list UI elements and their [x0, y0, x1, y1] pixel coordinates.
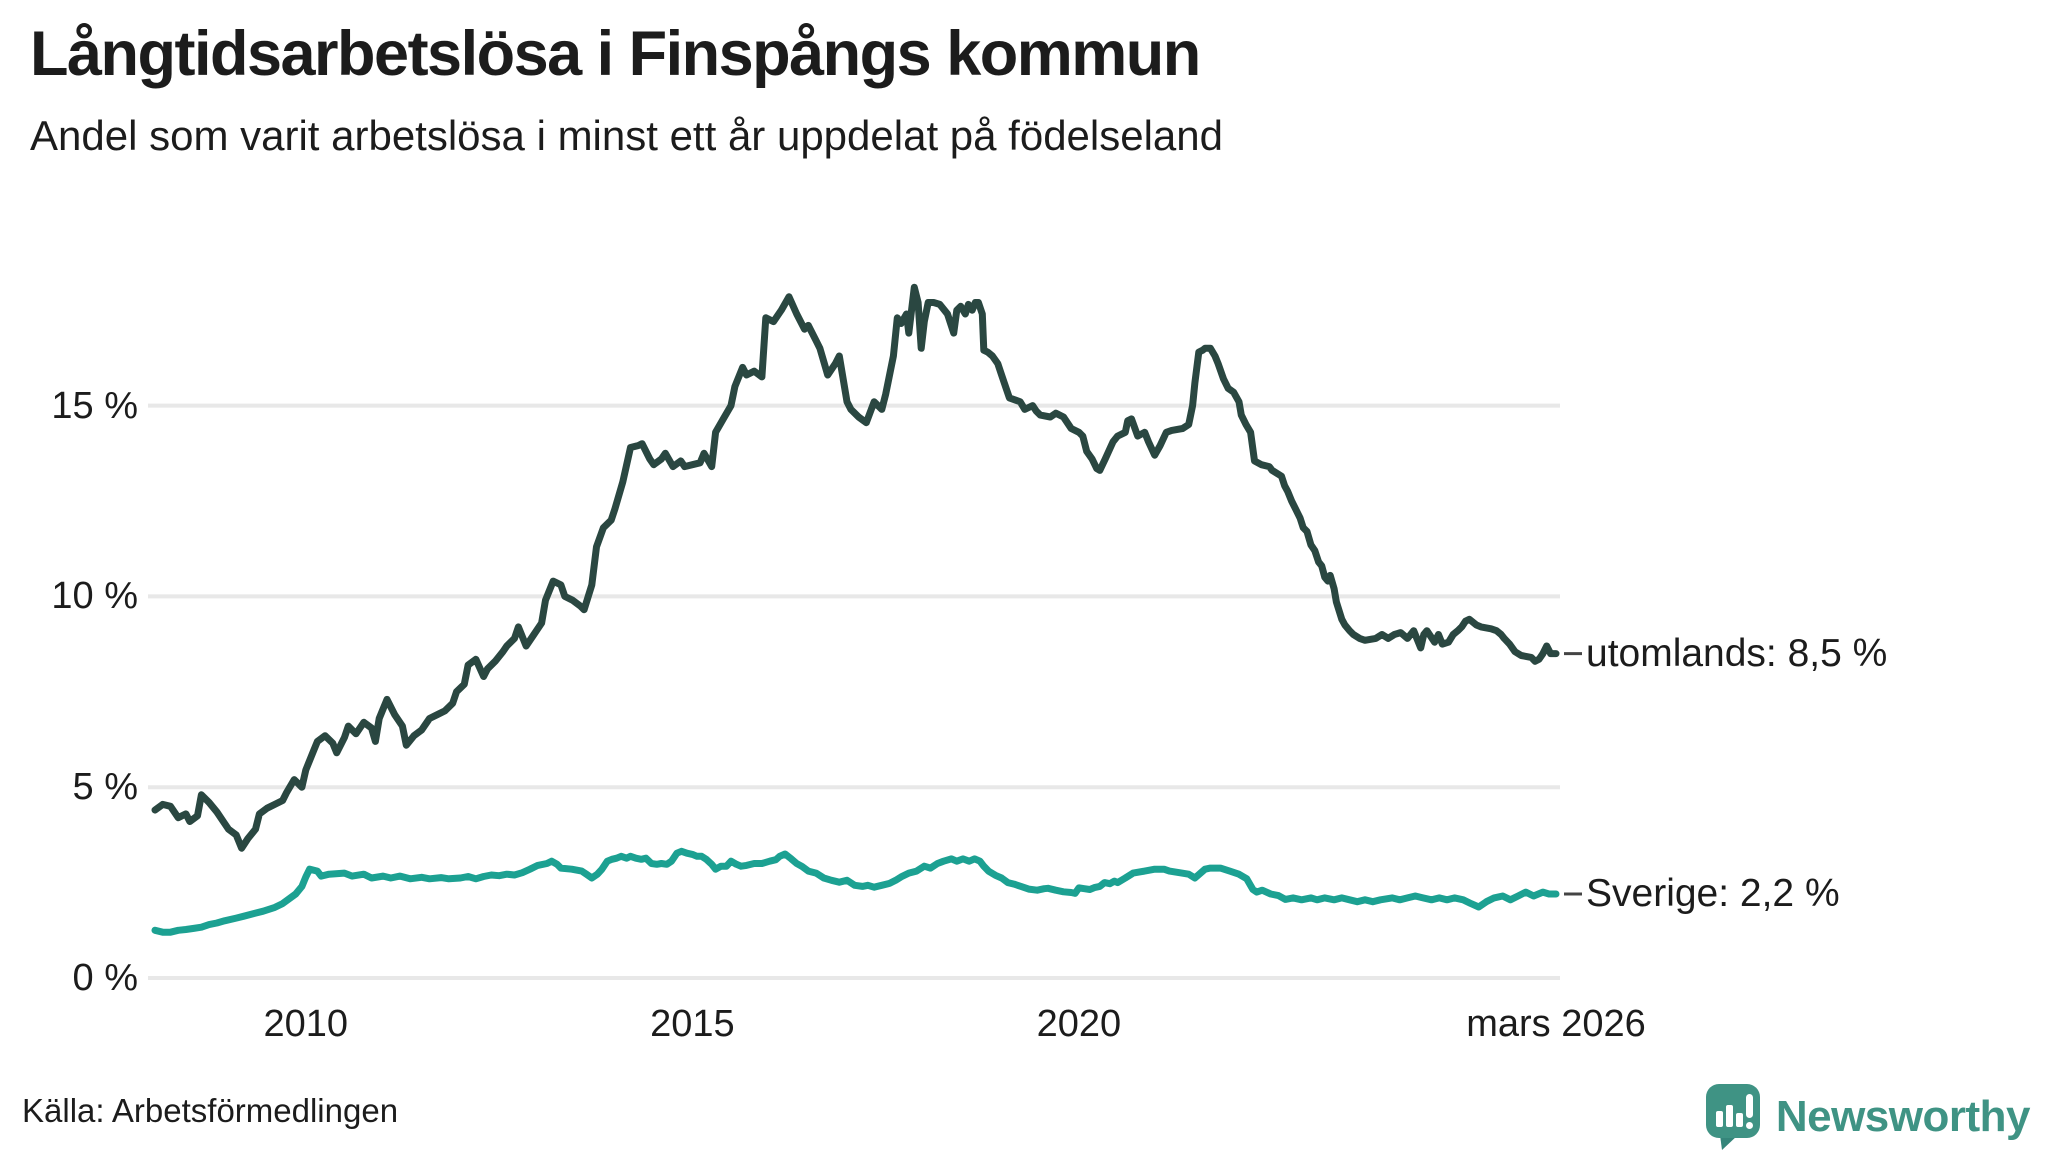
- brand-name: Newsworthy: [1775, 1092, 2031, 1141]
- page-subtitle: Andel som varit arbetslösa i minst ett å…: [30, 112, 1224, 159]
- y-tick-label: 10 %: [51, 575, 138, 618]
- x-tick-label: 2020: [1036, 1003, 1122, 1045]
- series-line-Sverige: [151, 847, 1560, 936]
- x-tick-label: mars 2026: [1466, 1003, 1646, 1045]
- y-tick-label: 0 %: [72, 957, 138, 999]
- brand-footer: Newsworthy: [1704, 1082, 2031, 1152]
- page-title: Långtidsarbetslösa i Finspångs kommun: [30, 19, 1201, 89]
- y-tick-label: 5 %: [72, 766, 138, 809]
- source-note: Källa: Arbetsförmedlingen: [22, 1092, 399, 1129]
- series-end-label-Sverige: Sverige: 2,2 %: [1586, 872, 1840, 916]
- series-end-label-utomlands: utomlands: 8,5 %: [1586, 631, 1888, 675]
- series-line-utomlands: [151, 283, 1560, 852]
- newsworthy-logo-icon: [1705, 1084, 1760, 1150]
- x-tick-label: 2010: [263, 1003, 349, 1045]
- y-tick-label: 15 %: [51, 384, 138, 427]
- x-tick-label: 2015: [650, 1003, 735, 1045]
